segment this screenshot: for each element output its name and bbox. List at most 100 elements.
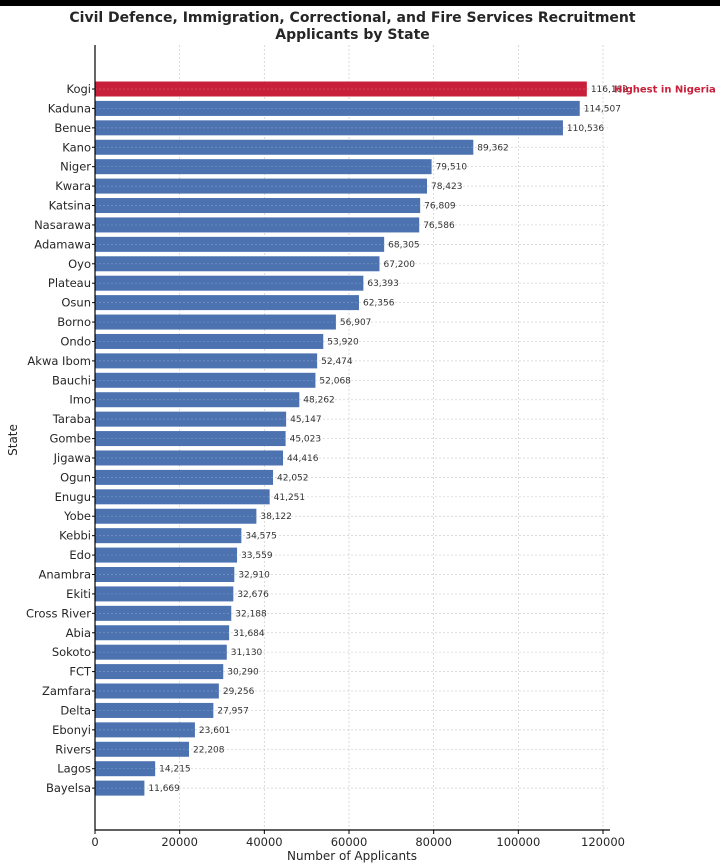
- bar: [95, 411, 287, 427]
- value-label: 22,208: [193, 745, 225, 755]
- x-tick-label: 60000: [331, 835, 368, 849]
- y-tick-label: Jigawa: [53, 451, 91, 465]
- value-label: 53,920: [327, 337, 359, 347]
- y-tick-label: Kogi: [67, 82, 92, 96]
- bar: [95, 644, 227, 660]
- bar: [95, 275, 364, 291]
- y-tick-label: Kwara: [55, 179, 91, 193]
- y-tick-label: Bauchi: [52, 373, 91, 387]
- value-label: 31,684: [233, 629, 265, 639]
- y-tick-label: Yobe: [63, 509, 91, 523]
- y-tick-label: Ondo: [60, 334, 91, 348]
- value-label: 52,474: [321, 357, 353, 367]
- y-tick-label: FCT: [69, 665, 92, 679]
- x-tick-label: 20000: [161, 835, 198, 849]
- bar: [95, 217, 420, 233]
- bar: [95, 508, 257, 524]
- bar: [95, 664, 224, 680]
- bar: [95, 139, 474, 155]
- bar: [95, 702, 214, 718]
- y-tick-label: Kano: [62, 140, 91, 154]
- x-tick-label: 0: [91, 835, 98, 849]
- x-axis-title: Number of Applicants: [287, 849, 417, 863]
- value-label: 33,559: [241, 551, 273, 561]
- y-axis-title: State: [6, 424, 20, 456]
- bar: [95, 256, 380, 272]
- bar: [95, 178, 427, 194]
- y-tick-label: Enugu: [55, 490, 91, 504]
- value-label: 11,669: [148, 784, 180, 794]
- value-label: 76,809: [424, 202, 456, 212]
- x-tick-label: 100000: [496, 835, 540, 849]
- chart-title: Civil Defence, Immigration, Correctional…: [0, 10, 705, 44]
- bar: [95, 236, 385, 252]
- y-tick-label: Oyo: [68, 257, 91, 271]
- value-label: 110,536: [567, 124, 604, 134]
- y-tick-label: Sokoto: [52, 645, 91, 659]
- value-label: 52,068: [319, 376, 351, 386]
- value-label: 76,586: [423, 221, 455, 231]
- value-label: 32,910: [238, 571, 270, 581]
- bar: [95, 625, 230, 641]
- y-tick-label: Edo: [69, 548, 91, 562]
- highest-annotation: Highest in Nigeria: [614, 85, 716, 96]
- top-border-bar: [0, 0, 720, 6]
- value-label: 32,676: [237, 590, 269, 600]
- bar: [95, 683, 219, 699]
- value-label: 56,907: [340, 318, 372, 328]
- value-label: 114,507: [584, 104, 621, 114]
- bar: [95, 586, 234, 602]
- y-tick-label: Kaduna: [48, 101, 91, 115]
- value-label: 32,188: [235, 609, 267, 619]
- bars: [95, 81, 587, 796]
- y-tick-label: Ekiti: [66, 587, 91, 601]
- value-label: 78,423: [431, 182, 463, 192]
- bar: [95, 100, 580, 116]
- y-tick-label: Delta: [60, 703, 91, 717]
- bar: [95, 450, 284, 466]
- bar: [95, 722, 195, 738]
- value-label: 45,023: [290, 435, 322, 445]
- bar: [95, 489, 270, 505]
- value-label: 68,305: [388, 240, 420, 250]
- value-label: 79,510: [436, 163, 468, 173]
- y-tick-label: Ogun: [60, 470, 91, 484]
- bar: [95, 431, 286, 447]
- value-label: 34,575: [245, 532, 277, 542]
- bar: [95, 333, 324, 349]
- value-label: 41,251: [274, 493, 306, 503]
- bar: [95, 295, 359, 311]
- value-label: 44,416: [287, 454, 319, 464]
- y-tick-label: Rivers: [55, 742, 91, 756]
- x-tick-label: 80000: [415, 835, 452, 849]
- y-tick-label: Niger: [60, 160, 91, 174]
- bar: [95, 159, 432, 175]
- y-tick-label: Kebbi: [59, 529, 91, 543]
- value-label: 62,356: [363, 299, 395, 309]
- y-tick-label: Abia: [66, 626, 91, 640]
- x-tick-label: 40000: [246, 835, 283, 849]
- value-label: 89,362: [477, 143, 509, 153]
- y-tick-label: Zamfara: [42, 684, 91, 698]
- bar: [95, 741, 190, 757]
- y-tick-label: Imo: [69, 393, 91, 407]
- value-label: 67,200: [383, 260, 415, 270]
- bar-highlight: [95, 81, 587, 97]
- y-tick-label: Plateau: [48, 276, 91, 290]
- y-tick-label: Nasarawa: [34, 218, 91, 232]
- x-tick-labels: 0 20000 40000 60000 80000 100000 120000: [91, 830, 625, 849]
- value-label: 30,290: [227, 668, 259, 678]
- bar: [95, 567, 235, 582]
- bar: [95, 372, 316, 388]
- bar: [95, 314, 336, 330]
- value-label: 42,052: [277, 473, 309, 483]
- bar: [95, 780, 145, 796]
- value-label: 31,130: [231, 648, 263, 658]
- value-label: 29,256: [223, 687, 255, 697]
- y-tick-label: Adamawa: [34, 237, 91, 251]
- chart-title-line-2: Applicants by State: [275, 27, 430, 43]
- y-tick-label: Gombe: [49, 432, 91, 446]
- y-tick-label: Osun: [61, 296, 91, 310]
- bar: [95, 761, 156, 777]
